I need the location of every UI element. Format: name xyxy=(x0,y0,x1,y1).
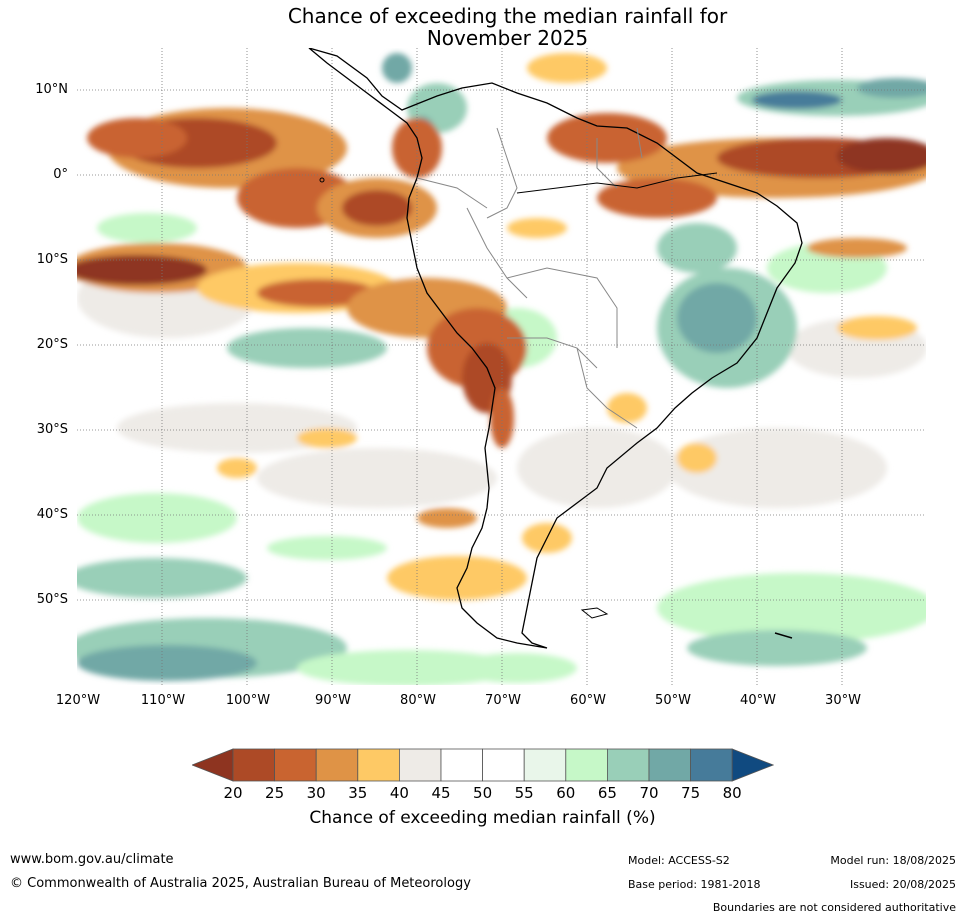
lon-label-110w: 110°W xyxy=(140,693,186,708)
lat-label-10s: 10°S xyxy=(36,252,68,267)
colorbar-arrow-low xyxy=(192,748,234,782)
south-america-coastline xyxy=(308,48,803,649)
rainfall-map xyxy=(77,48,926,685)
colorbar-tick-label: 35 xyxy=(348,784,368,802)
lon-label-80w: 80°W xyxy=(400,693,436,708)
amazon-river xyxy=(516,172,718,194)
copyright-text: © Commonwealth of Australia 2025, Austra… xyxy=(10,876,471,891)
lon-label-70w: 70°W xyxy=(485,693,521,708)
lat-label-30s: 30°S xyxy=(36,422,68,437)
lon-label-30w: 30°W xyxy=(825,693,861,708)
colorbar-tick-label: 50 xyxy=(473,784,493,802)
colorbar-tick-label: 30 xyxy=(306,784,326,802)
colorbar-arrow-high xyxy=(731,748,774,782)
colorbar-tick-label: 40 xyxy=(389,784,409,802)
colorbar-cell xyxy=(232,748,275,782)
colorbar-cell xyxy=(690,748,733,782)
lon-label-100w: 100°W xyxy=(225,693,271,708)
lon-label-120w: 120°W xyxy=(55,693,101,708)
model-run-text: Model run: 18/08/2025 xyxy=(830,854,956,867)
lon-label-50w: 50°W xyxy=(655,693,691,708)
falkland-islands xyxy=(580,607,609,619)
colorbar-cell xyxy=(440,748,483,782)
lat-label-50s: 50°S xyxy=(36,592,68,607)
model-text: Model: ACCESS-S2 xyxy=(628,854,730,867)
colorbar-cell xyxy=(357,748,400,782)
lon-label-40w: 40°W xyxy=(740,693,776,708)
colorbar-cell xyxy=(274,748,317,782)
lat-label-40s: 40°S xyxy=(36,507,68,522)
colorbar-tick-label: 75 xyxy=(681,784,701,802)
issued-text: Issued: 20/08/2025 xyxy=(849,878,956,891)
colorbar-tick-label: 65 xyxy=(597,784,617,802)
map-title-line1: Chance of exceeding the median rainfall … xyxy=(287,4,728,28)
lat-label-0: 0° xyxy=(53,167,68,182)
colorbar-cell xyxy=(565,748,608,782)
lon-label-60w: 60°W xyxy=(570,693,606,708)
lat-label-20s: 20°S xyxy=(36,337,68,352)
colorbar-tick-label: 20 xyxy=(223,784,243,802)
colorbar-tick-label: 70 xyxy=(639,784,659,802)
colorbar-label: Chance of exceeding median rainfall (%) xyxy=(309,808,656,828)
colorbar-tick-label: 80 xyxy=(722,784,742,802)
colorbar-cell xyxy=(648,748,691,782)
graticule xyxy=(77,48,926,685)
colorbar-cell xyxy=(315,748,359,782)
base-period-text: Base period: 1981-2018 xyxy=(628,878,761,891)
colorbar-cell xyxy=(482,748,525,782)
colorbar-cell xyxy=(523,748,567,782)
rainfall-map-svg xyxy=(77,48,926,685)
lat-label-10n: 10°N xyxy=(35,82,68,97)
website-link[interactable]: www.bom.gov.au/climate xyxy=(10,852,174,867)
lon-label-90w: 90°W xyxy=(315,693,351,708)
colorbar-cell xyxy=(606,748,650,782)
country-borders xyxy=(416,127,643,429)
colorbar-tick-label: 25 xyxy=(265,784,285,802)
colorbar-tick-label: 45 xyxy=(431,784,451,802)
colorbar xyxy=(192,748,774,782)
map-title-line2: November 2025 xyxy=(426,26,589,50)
colorbar-tick-label: 55 xyxy=(514,784,534,802)
colorbar-tick-label: 60 xyxy=(556,784,576,802)
boundaries-note: Boundaries are not considered authoritat… xyxy=(712,901,956,914)
galapagos-islands xyxy=(319,177,325,183)
south-georgia xyxy=(774,632,793,639)
colorbar-cell xyxy=(398,748,442,782)
probability-field xyxy=(77,53,926,685)
